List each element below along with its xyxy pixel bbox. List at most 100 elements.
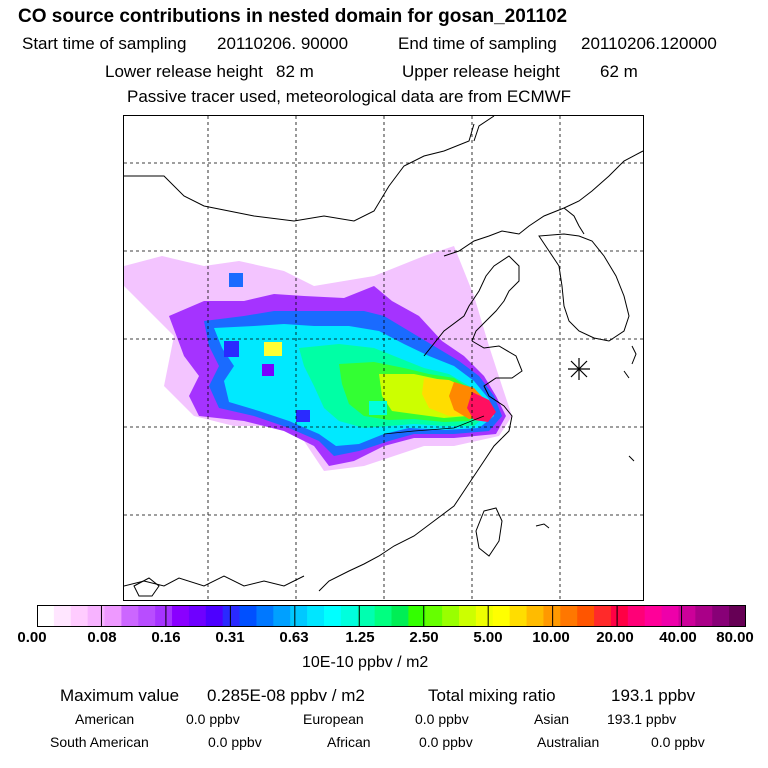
plume-cell-blue-5 bbox=[369, 401, 387, 415]
colorbar-swatch bbox=[37, 605, 55, 627]
colorbar-swatch bbox=[340, 605, 359, 627]
colorbar-tick-label: 20.00 bbox=[596, 629, 634, 646]
colorbar-swatch bbox=[577, 605, 595, 627]
map-panel bbox=[123, 115, 644, 601]
colorbar-swatch bbox=[526, 605, 545, 627]
colorbar-tick-label: 1.25 bbox=[345, 629, 375, 646]
japan-islands bbox=[535, 345, 637, 529]
colorbar-swatch bbox=[475, 605, 494, 627]
colorbar-tick-label: 0.16 bbox=[151, 629, 181, 646]
colorbar-swatch bbox=[222, 605, 241, 627]
region-value: 193.1 ppbv bbox=[607, 711, 677, 727]
colorbar-swatch bbox=[70, 605, 89, 627]
upper-release-value: 62 m bbox=[600, 62, 638, 81]
colorbar-swatch bbox=[374, 605, 393, 627]
colorbar-swatch bbox=[172, 605, 190, 627]
colorbar-unit: 10E-10 ppbv / m2 bbox=[302, 654, 429, 671]
colorbar-swatch bbox=[425, 605, 443, 627]
yangtze-river bbox=[383, 415, 485, 435]
plume-red bbox=[467, 392, 496, 422]
colorbar-swatch bbox=[256, 605, 274, 627]
colorbar-tick-label: 0.08 bbox=[87, 629, 117, 646]
colorbar-swatch bbox=[712, 605, 730, 627]
inner-border bbox=[123, 575, 305, 587]
plume-layer bbox=[124, 246, 512, 471]
region-value: 0.0 ppbv bbox=[651, 734, 705, 750]
colorbar-swatch bbox=[138, 605, 156, 627]
region-value: 0.0 ppbv bbox=[208, 734, 262, 750]
colorbar-swatch bbox=[205, 605, 224, 627]
colorbar-swatch bbox=[661, 605, 680, 627]
colorbar-tick-label: 40.00 bbox=[659, 629, 697, 646]
plume-cell-blue-4 bbox=[296, 410, 310, 422]
colorbar-tick-label: 0.00 bbox=[17, 629, 47, 646]
concentration-map bbox=[123, 115, 644, 600]
korea-north bbox=[563, 207, 585, 235]
colorbar-swatch bbox=[155, 605, 173, 627]
coastlines bbox=[123, 115, 644, 597]
korea-peninsula bbox=[538, 233, 630, 342]
taiwan bbox=[475, 507, 503, 557]
region-value: 0.0 ppbv bbox=[186, 711, 240, 727]
start-time-label: Start time of sampling bbox=[22, 34, 187, 53]
colorbar-swatch bbox=[560, 605, 578, 627]
bohai-coast bbox=[423, 255, 520, 357]
receptor-marker-icon bbox=[568, 358, 590, 380]
colorbar-tick-label: 0.31 bbox=[215, 629, 245, 646]
region-name: Australian bbox=[537, 734, 600, 750]
mongolia-border bbox=[124, 123, 475, 222]
upper-release-label: Upper release height bbox=[402, 62, 560, 81]
colorbar-swatch bbox=[610, 605, 629, 627]
colorbar-tick-label: 10.00 bbox=[532, 629, 570, 646]
lower-release-value: 82 m bbox=[276, 62, 314, 81]
colorbar-tick-label: 5.00 bbox=[473, 629, 503, 646]
plume-cell-yellow bbox=[264, 342, 282, 356]
southeast-coast bbox=[318, 437, 503, 592]
colorbar-swatch bbox=[188, 605, 207, 627]
hainan bbox=[133, 577, 160, 597]
colorbar-tick-label: 0.63 bbox=[279, 629, 309, 646]
colorbar-swatch bbox=[729, 605, 746, 627]
colorbar-swatch bbox=[509, 605, 528, 627]
colorbar-border bbox=[37, 605, 746, 627]
colorbar-swatch bbox=[408, 605, 426, 627]
northeast-border bbox=[473, 115, 495, 142]
colorbar-swatch bbox=[357, 605, 376, 627]
region-value: 0.0 ppbv bbox=[419, 734, 473, 750]
region-name: American bbox=[75, 711, 135, 727]
colorbar-swatch bbox=[459, 605, 477, 627]
korea-border bbox=[443, 150, 644, 257]
colorbar-swatch bbox=[695, 605, 713, 627]
max-value-label: Maximum value bbox=[60, 686, 180, 705]
colorbar-swatch bbox=[273, 605, 291, 627]
plume-cell-blue-1 bbox=[224, 341, 239, 357]
colorbar-swatch bbox=[87, 605, 106, 627]
colorbar-swatch bbox=[323, 605, 342, 627]
colorbar-swatch bbox=[290, 605, 308, 627]
start-time-value: 20110206. 90000 bbox=[217, 34, 349, 53]
region-value: 0.0 ppbv bbox=[415, 711, 469, 727]
max-value: 0.285E-08 ppbv / m2 bbox=[207, 686, 365, 705]
colorbar-swatch bbox=[644, 605, 663, 627]
tracer-note: Passive tracer used, meteorological data… bbox=[127, 87, 572, 106]
end-time-label: End time of sampling bbox=[398, 34, 557, 53]
colorbar-swatch bbox=[239, 605, 258, 627]
colorbar-swatch bbox=[307, 605, 325, 627]
colorbar-swatch bbox=[627, 605, 646, 627]
plume-cell-blue-2 bbox=[229, 273, 243, 287]
colorbar-swatch bbox=[594, 605, 612, 627]
total-mixing-value: 193.1 ppbv bbox=[611, 686, 696, 705]
colorbar-swatch bbox=[121, 605, 139, 627]
lower-release-label: Lower release height bbox=[105, 62, 263, 81]
colorbar-tick-label: 2.50 bbox=[409, 629, 439, 646]
colorbar-swatch bbox=[678, 605, 696, 627]
colorbar-swatch bbox=[104, 605, 122, 627]
region-name: Asian bbox=[534, 711, 570, 727]
colorbar-swatch bbox=[391, 605, 409, 627]
region-name: South American bbox=[50, 734, 149, 750]
colorbar-swatch bbox=[442, 605, 460, 627]
region-name: European bbox=[303, 711, 364, 727]
colorbar-swatch bbox=[53, 605, 72, 627]
colorbar bbox=[37, 605, 746, 627]
colorbar-tick-label: 80.00 bbox=[716, 629, 754, 646]
